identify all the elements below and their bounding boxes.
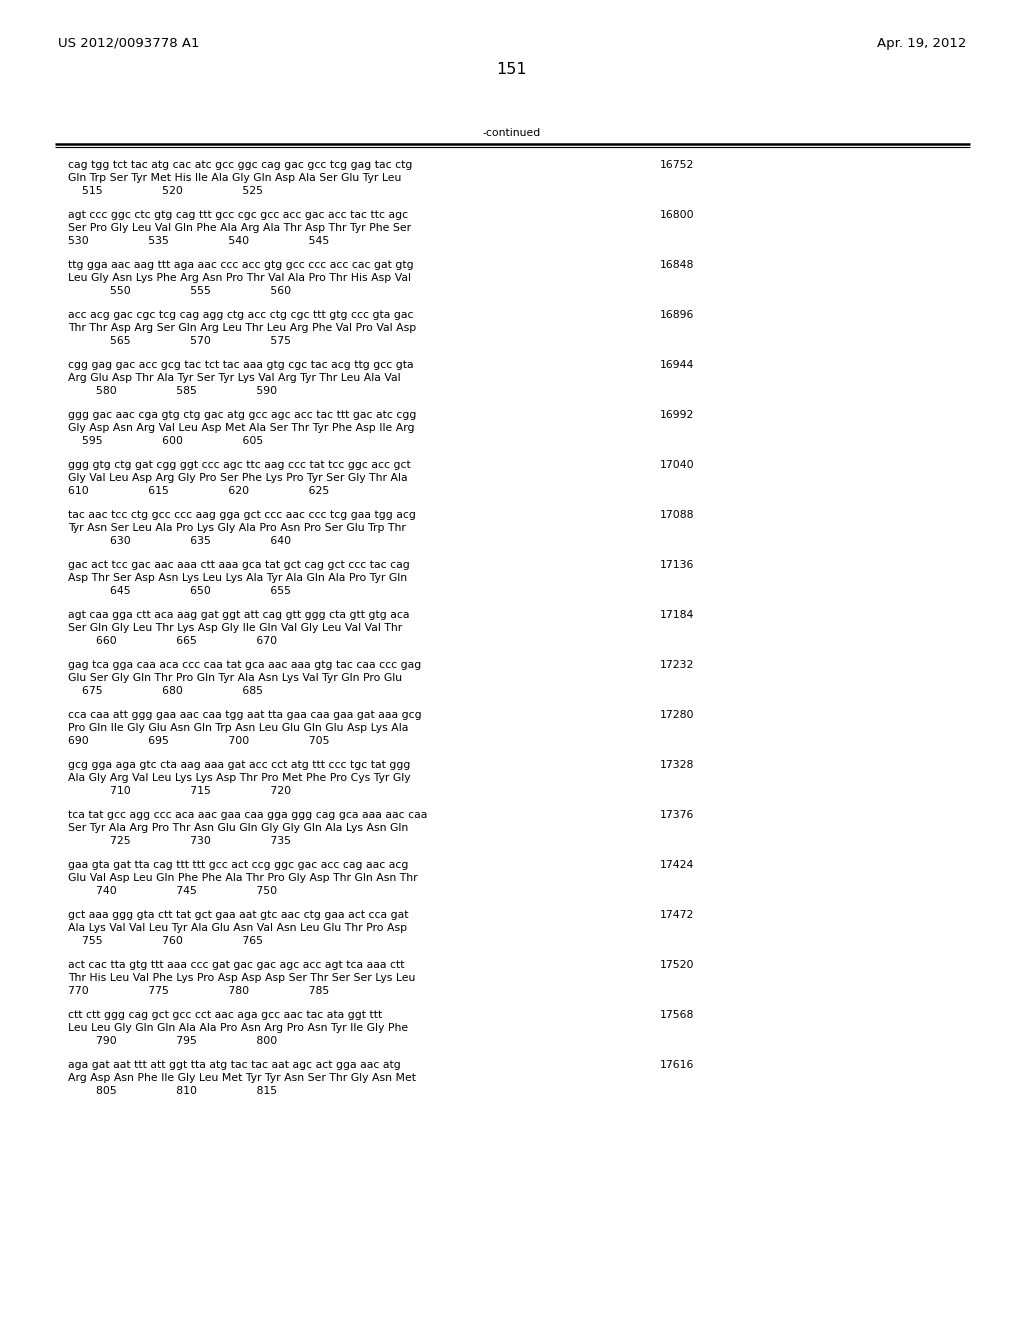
Text: 16848: 16848 [660,260,694,271]
Text: 17376: 17376 [660,810,694,820]
Text: agt ccc ggc ctc gtg cag ttt gcc cgc gcc acc gac acc tac ttc agc: agt ccc ggc ctc gtg cag ttt gcc cgc gcc … [68,210,409,220]
Text: 630                 635                 640: 630 635 640 [68,536,291,546]
Text: act cac tta gtg ttt aaa ccc gat gac gac agc acc agt tca aaa ctt: act cac tta gtg ttt aaa ccc gat gac gac … [68,960,404,970]
Text: 17184: 17184 [660,610,694,620]
Text: gag tca gga caa aca ccc caa tat gca aac aaa gtg tac caa ccc gag: gag tca gga caa aca ccc caa tat gca aac … [68,660,421,671]
Text: 16992: 16992 [660,411,694,420]
Text: Asp Thr Ser Asp Asn Lys Leu Lys Ala Tyr Ala Gln Ala Pro Tyr Gln: Asp Thr Ser Asp Asn Lys Leu Lys Ala Tyr … [68,573,408,583]
Text: tca tat gcc agg ccc aca aac gaa caa gga ggg cag gca aaa aac caa: tca tat gcc agg ccc aca aac gaa caa gga … [68,810,427,820]
Text: gct aaa ggg gta ctt tat gct gaa aat gtc aac ctg gaa act cca gat: gct aaa ggg gta ctt tat gct gaa aat gtc … [68,909,409,920]
Text: 580                 585                 590: 580 585 590 [68,385,278,396]
Text: Gly Val Leu Asp Arg Gly Pro Ser Phe Lys Pro Tyr Ser Gly Thr Ala: Gly Val Leu Asp Arg Gly Pro Ser Phe Lys … [68,473,408,483]
Text: Arg Asp Asn Phe Ile Gly Leu Met Tyr Tyr Asn Ser Thr Gly Asn Met: Arg Asp Asn Phe Ile Gly Leu Met Tyr Tyr … [68,1073,416,1082]
Text: ggg gac aac cga gtg ctg gac atg gcc agc acc tac ttt gac atc cgg: ggg gac aac cga gtg ctg gac atg gcc agc … [68,411,417,420]
Text: 790                 795                 800: 790 795 800 [68,1036,278,1045]
Text: 17040: 17040 [660,459,694,470]
Text: 17472: 17472 [660,909,694,920]
Text: Pro Gln Ile Gly Glu Asn Gln Trp Asn Leu Glu Gln Glu Asp Lys Ala: Pro Gln Ile Gly Glu Asn Gln Trp Asn Leu … [68,723,409,733]
Text: Ala Gly Arg Val Leu Lys Lys Asp Thr Pro Met Phe Pro Cys Tyr Gly: Ala Gly Arg Val Leu Lys Lys Asp Thr Pro … [68,774,411,783]
Text: 17520: 17520 [660,960,694,970]
Text: 550                 555                 560: 550 555 560 [68,286,291,296]
Text: Glu Val Asp Leu Gln Phe Phe Ala Thr Pro Gly Asp Thr Gln Asn Thr: Glu Val Asp Leu Gln Phe Phe Ala Thr Pro … [68,873,418,883]
Text: aga gat aat ttt att ggt tta atg tac tac aat agc act gga aac atg: aga gat aat ttt att ggt tta atg tac tac … [68,1060,400,1071]
Text: gac act tcc gac aac aaa ctt aaa gca tat gct cag gct ccc tac cag: gac act tcc gac aac aaa ctt aaa gca tat … [68,560,410,570]
Text: Leu Leu Gly Gln Gln Ala Ala Pro Asn Arg Pro Asn Tyr Ile Gly Phe: Leu Leu Gly Gln Gln Ala Ala Pro Asn Arg … [68,1023,409,1034]
Text: 16944: 16944 [660,360,694,370]
Text: 17616: 17616 [660,1060,694,1071]
Text: US 2012/0093778 A1: US 2012/0093778 A1 [58,37,200,50]
Text: cca caa att ggg gaa aac caa tgg aat tta gaa caa gaa gat aaa gcg: cca caa att ggg gaa aac caa tgg aat tta … [68,710,422,719]
Text: Gln Trp Ser Tyr Met His Ile Ala Gly Gln Asp Ala Ser Glu Tyr Leu: Gln Trp Ser Tyr Met His Ile Ala Gly Gln … [68,173,401,183]
Text: Apr. 19, 2012: Apr. 19, 2012 [877,37,966,50]
Text: 755                 760                 765: 755 760 765 [68,936,263,946]
Text: Ala Lys Val Val Leu Tyr Ala Glu Asn Val Asn Leu Glu Thr Pro Asp: Ala Lys Val Val Leu Tyr Ala Glu Asn Val … [68,923,408,933]
Text: 16896: 16896 [660,310,694,319]
Text: 725                 730                 735: 725 730 735 [68,836,291,846]
Text: 17088: 17088 [660,510,694,520]
Text: Thr His Leu Val Phe Lys Pro Asp Asp Asp Ser Thr Ser Ser Lys Leu: Thr His Leu Val Phe Lys Pro Asp Asp Asp … [68,973,416,983]
Text: 17136: 17136 [660,560,694,570]
Text: 515                 520                 525: 515 520 525 [68,186,263,195]
Text: 770                 775                 780                 785: 770 775 780 785 [68,986,330,997]
Text: 17232: 17232 [660,660,694,671]
Text: Gly Asp Asn Arg Val Leu Asp Met Ala Ser Thr Tyr Phe Asp Ile Arg: Gly Asp Asn Arg Val Leu Asp Met Ala Ser … [68,422,415,433]
Text: agt caa gga ctt aca aag gat ggt att cag gtt ggg cta gtt gtg aca: agt caa gga ctt aca aag gat ggt att cag … [68,610,410,620]
Text: 690                 695                 700                 705: 690 695 700 705 [68,737,330,746]
Text: gaa gta gat tta cag ttt ttt gcc act ccg ggc gac acc cag aac acg: gaa gta gat tta cag ttt ttt gcc act ccg … [68,861,409,870]
Text: 151: 151 [497,62,527,77]
Text: 610                 615                 620                 625: 610 615 620 625 [68,486,330,496]
Text: 675                 680                 685: 675 680 685 [68,686,263,696]
Text: 565                 570                 575: 565 570 575 [68,337,291,346]
Text: Thr Thr Asp Arg Ser Gln Arg Leu Thr Leu Arg Phe Val Pro Val Asp: Thr Thr Asp Arg Ser Gln Arg Leu Thr Leu … [68,323,416,333]
Text: -continued: -continued [483,128,541,139]
Text: 645                 650                 655: 645 650 655 [68,586,291,597]
Text: Arg Glu Asp Thr Ala Tyr Ser Tyr Lys Val Arg Tyr Thr Leu Ala Val: Arg Glu Asp Thr Ala Tyr Ser Tyr Lys Val … [68,374,400,383]
Text: tac aac tcc ctg gcc ccc aag gga gct ccc aac ccc tcg gaa tgg acg: tac aac tcc ctg gcc ccc aag gga gct ccc … [68,510,416,520]
Text: cag tgg tct tac atg cac atc gcc ggc cag gac gcc tcg gag tac ctg: cag tgg tct tac atg cac atc gcc ggc cag … [68,160,413,170]
Text: Ser Pro Gly Leu Val Gln Phe Ala Arg Ala Thr Asp Thr Tyr Phe Ser: Ser Pro Gly Leu Val Gln Phe Ala Arg Ala … [68,223,411,234]
Text: 16800: 16800 [660,210,694,220]
Text: 710                 715                 720: 710 715 720 [68,785,291,796]
Text: Glu Ser Gly Gln Thr Pro Gln Tyr Ala Asn Lys Val Tyr Gln Pro Glu: Glu Ser Gly Gln Thr Pro Gln Tyr Ala Asn … [68,673,402,682]
Text: ctt ctt ggg cag gct gcc cct aac aga gcc aac tac ata ggt ttt: ctt ctt ggg cag gct gcc cct aac aga gcc … [68,1010,382,1020]
Text: 16752: 16752 [660,160,694,170]
Text: 530                 535                 540                 545: 530 535 540 545 [68,236,330,246]
Text: cgg gag gac acc gcg tac tct tac aaa gtg cgc tac acg ttg gcc gta: cgg gag gac acc gcg tac tct tac aaa gtg … [68,360,414,370]
Text: Ser Gln Gly Leu Thr Lys Asp Gly Ile Gln Val Gly Leu Val Val Thr: Ser Gln Gly Leu Thr Lys Asp Gly Ile Gln … [68,623,402,634]
Text: 660                 665                 670: 660 665 670 [68,636,278,645]
Text: 595                 600                 605: 595 600 605 [68,436,263,446]
Text: 17280: 17280 [660,710,694,719]
Text: gcg gga aga gtc cta aag aaa gat acc cct atg ttt ccc tgc tat ggg: gcg gga aga gtc cta aag aaa gat acc cct … [68,760,411,770]
Text: ttg gga aac aag ttt aga aac ccc acc gtg gcc ccc acc cac gat gtg: ttg gga aac aag ttt aga aac ccc acc gtg … [68,260,414,271]
Text: Tyr Asn Ser Leu Ala Pro Lys Gly Ala Pro Asn Pro Ser Glu Trp Thr: Tyr Asn Ser Leu Ala Pro Lys Gly Ala Pro … [68,523,406,533]
Text: acc acg gac cgc tcg cag agg ctg acc ctg cgc ttt gtg ccc gta gac: acc acg gac cgc tcg cag agg ctg acc ctg … [68,310,414,319]
Text: 17424: 17424 [660,861,694,870]
Text: 805                 810                 815: 805 810 815 [68,1086,278,1096]
Text: 740                 745                 750: 740 745 750 [68,886,278,896]
Text: Ser Tyr Ala Arg Pro Thr Asn Glu Gln Gly Gly Gln Ala Lys Asn Gln: Ser Tyr Ala Arg Pro Thr Asn Glu Gln Gly … [68,822,409,833]
Text: 17328: 17328 [660,760,694,770]
Text: 17568: 17568 [660,1010,694,1020]
Text: ggg gtg ctg gat cgg ggt ccc agc ttc aag ccc tat tcc ggc acc gct: ggg gtg ctg gat cgg ggt ccc agc ttc aag … [68,459,411,470]
Text: Leu Gly Asn Lys Phe Arg Asn Pro Thr Val Ala Pro Thr His Asp Val: Leu Gly Asn Lys Phe Arg Asn Pro Thr Val … [68,273,411,282]
